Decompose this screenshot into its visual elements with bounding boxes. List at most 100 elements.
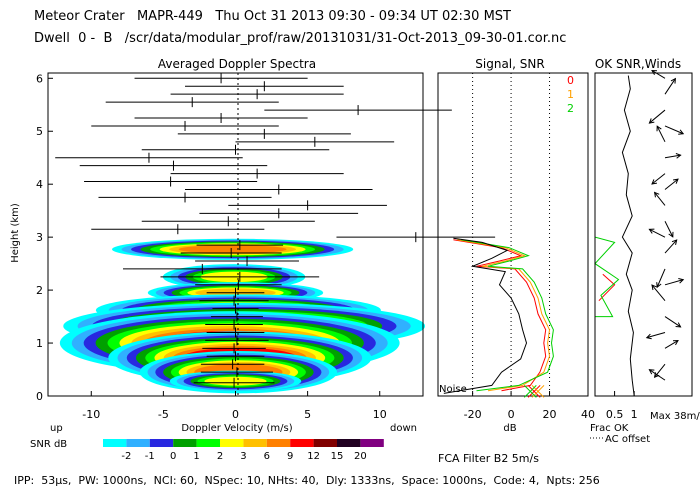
spectra-ytick-label-4: 4: [36, 178, 43, 191]
spectra-xlabel: Doppler Velocity (m/s): [181, 423, 292, 434]
spectra-title: Averaged Doppler Spectra: [158, 57, 316, 71]
colorbar-cell-1: [126, 439, 150, 447]
spectra-xtick-label-4: 10: [373, 408, 387, 421]
wind-arrow-shaft-12: [664, 178, 679, 190]
colorbar-cell-0: [103, 439, 127, 447]
spectra-ytick-label-0: 0: [36, 390, 43, 403]
spectra-ticks: -10 -5 0 5 10 0 1 2 3 4 5 6: [36, 72, 387, 421]
snr-xtick-label-1: 0: [508, 408, 515, 421]
wind-arrow-shaft-14: [664, 154, 681, 159]
colorbar-tick-label-5: 3: [240, 451, 246, 462]
winds-panel: OK SNR,Winds 0.5 1 Frac OK AC offset Max …: [590, 57, 700, 445]
wind-arrow-shaft-8: [664, 239, 678, 254]
wind-arrow-head-9: [648, 228, 655, 234]
wind-arrow-head-16: [678, 129, 685, 135]
colorbar-tick-label-3: 1: [193, 451, 199, 462]
ac-offset-label: AC offset: [605, 434, 650, 445]
wind-arrow-head-14: [675, 153, 682, 159]
colorbar-tick-label-0: -2: [121, 451, 131, 462]
colorbar-cell-3: [173, 439, 197, 447]
filter-label: FCA Filter B2 5m/s: [438, 452, 539, 465]
wind-arrow-head-1: [653, 372, 660, 379]
wind-arrow-head-4: [675, 322, 682, 328]
wind-arrow-shaft-11: [654, 192, 666, 206]
wind-arrow-shaft-1: [654, 363, 666, 378]
colorbar-cell-9: [313, 439, 337, 447]
colorbar-cell-5: [220, 439, 244, 447]
snr-dotted-lines: [472, 73, 551, 396]
spectra-xtick-label-2: 0: [232, 408, 239, 421]
wind-arrow-head-12: [672, 178, 679, 184]
colorbar-tick-label-8: 12: [307, 451, 320, 462]
colorbar-cells: [103, 439, 384, 447]
beam-label-1: 1: [567, 88, 574, 101]
snr-cross-b-2: [523, 384, 537, 398]
ok-series-snr_ok_2: [594, 75, 620, 396]
snr-cross-markers: [523, 384, 545, 398]
header-line-1: Meteor Crater MAPR-449 Thu Oct 31 2013 0…: [34, 9, 511, 24]
ok-series-snr_ok_0: [598, 273, 616, 302]
colorbar-tick-label-9: 15: [331, 451, 344, 462]
snr-series-Noise: [443, 237, 528, 394]
wind-arrow-shaft-2: [664, 340, 679, 349]
wind-arrow-shaft-6: [664, 279, 684, 286]
ok-series-frac_ok: [621, 75, 635, 397]
noise-label: Noise: [439, 384, 467, 395]
spectra-blob-8-level-5: [204, 376, 267, 386]
colorbar-tick-label-1: -1: [145, 451, 155, 462]
colorbar-tick-label-6: 6: [264, 451, 270, 462]
header-line-2: Dwell 0 - B /scr/data/modular_prof/raw/2…: [34, 31, 567, 46]
snr-series-0: [453, 239, 547, 392]
spectra-corner-down: down: [390, 423, 417, 434]
colorbar-cell-7: [266, 439, 291, 447]
ok-series: [594, 75, 635, 397]
colorbar-cell-11: [360, 439, 384, 447]
colorbar-label: SNR dB: [30, 439, 67, 450]
snr-cross-b-0: [527, 384, 541, 398]
wind-arrow-head-15: [656, 125, 662, 132]
spectra-xtick-label-0: -10: [82, 408, 100, 421]
wind-arrow-head-8: [671, 239, 678, 246]
wind-arrow-shaft-4: [664, 316, 681, 328]
wind-arrow-head-6: [678, 278, 685, 284]
spectra-blob-0-level-7: [178, 245, 287, 254]
wind-scale-label: Max 38m/s: [650, 411, 700, 422]
ok-xtick-label-1: 1: [631, 408, 638, 421]
wind-arrow-shaft-17: [649, 109, 666, 124]
beam-label-0: 0: [567, 74, 574, 87]
wind-arrow-shaft-19: [651, 70, 666, 79]
colorbar-cell-2: [149, 439, 174, 447]
snr-xtick-label-3: 40: [581, 408, 595, 421]
colorbar-tick-label-7: 9: [287, 451, 293, 462]
colorbar-ticks: -2 -1 0 1 2 3 6 9 12 15 20: [121, 451, 366, 462]
snr-xtick-label-2: 20: [543, 408, 557, 421]
wind-arrows: [645, 69, 685, 381]
wind-arrow-head-2: [672, 340, 679, 346]
wind-arrow-head-0: [648, 369, 655, 375]
wind-arrow-shaft-18: [664, 78, 676, 95]
spectra-corner-up: up: [50, 423, 63, 434]
spectra-moments: [55, 73, 496, 388]
ok-ticks: 0.5 1: [606, 391, 638, 421]
wind-arrow-shaft-16: [664, 125, 684, 135]
wind-arrow-head-17: [648, 118, 655, 124]
wind-arrow-shaft-9: [649, 228, 666, 238]
ok-xtick-label-0: 0.5: [606, 408, 624, 421]
wind-arrow-head-5: [651, 284, 657, 291]
snr-series-2: [461, 239, 554, 392]
wind-arrow-shaft-3: [646, 331, 666, 339]
spectra-ytick-label-2: 2: [36, 284, 43, 297]
winds-frame: [594, 72, 693, 397]
colorbar-cell-8: [290, 439, 314, 447]
spectra-xtick-label-3: 5: [304, 408, 311, 421]
spectra-ytick-label-1: 1: [36, 337, 43, 350]
snr-xlabel: dB: [503, 423, 516, 434]
wind-arrow-head-18: [670, 77, 676, 84]
wind-arrow-head-3: [645, 333, 652, 340]
snr-ticks: -20 0 20 40: [464, 391, 595, 421]
colorbar-tick-label-10: 20: [354, 451, 367, 462]
wind-arrow-shaft-10: [664, 221, 674, 238]
spectra-ylabel: Height (km): [10, 203, 21, 263]
wind-arrow-shaft-13: [651, 173, 666, 185]
